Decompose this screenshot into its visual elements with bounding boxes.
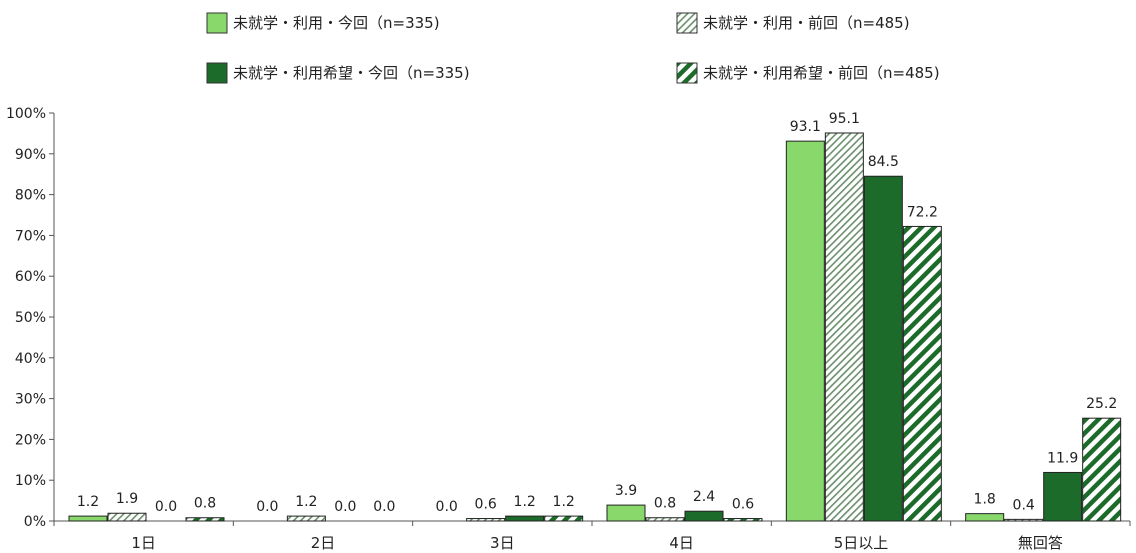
bar xyxy=(645,517,685,522)
axes: 0% 10% 20% 30% 40% 50% 60% 70% 80% 90% 100% 1日 2日 3日 4… xyxy=(6,106,1131,552)
data-label: 1.9 xyxy=(116,491,138,507)
data-label: 0.0 xyxy=(373,499,395,515)
y-tick-label: 10% xyxy=(15,473,46,489)
data-label: 0.6 xyxy=(475,497,497,513)
y-tick-label: 50% xyxy=(15,310,46,326)
bar xyxy=(684,510,724,522)
x-category-label: 4日 xyxy=(669,534,694,552)
x-category-label: 3日 xyxy=(490,534,515,552)
bar xyxy=(286,515,326,522)
legend-swatch-2 xyxy=(676,12,698,34)
x-category-label: 2日 xyxy=(311,534,336,552)
legend-label-4: 未就学・利用希望・前回（n=485) xyxy=(703,64,940,82)
y-tick-label: 70% xyxy=(15,228,46,244)
data-label: 1.2 xyxy=(295,494,317,510)
data-label: 0.0 xyxy=(256,499,278,515)
bar xyxy=(466,518,506,522)
data-label: 1.2 xyxy=(553,494,575,510)
data-label: 0.4 xyxy=(1013,497,1035,513)
bar xyxy=(505,515,545,522)
data-label: 3.9 xyxy=(615,483,637,499)
bar xyxy=(1004,518,1044,522)
x-category-label: 1日 xyxy=(131,534,156,552)
y-tick-label: 100% xyxy=(6,106,46,122)
bar xyxy=(544,515,584,522)
y-tick-label: 80% xyxy=(15,188,46,204)
data-label: 0.0 xyxy=(436,499,458,515)
y-tick-label: 60% xyxy=(15,269,46,285)
bar xyxy=(1043,471,1083,522)
data-label: 0.0 xyxy=(334,499,356,515)
bar xyxy=(723,518,763,522)
data-labels: 1.2 1.9 0.0 0.8 0.0 1.2 0.0 0.0 0.0 0.6 1.2 1.2 3.9 0… xyxy=(77,111,1117,515)
y-tick-label: 40% xyxy=(15,351,46,367)
data-label: 1.2 xyxy=(514,494,536,510)
legend-swatch-1 xyxy=(206,12,228,34)
bar xyxy=(863,175,903,522)
bar xyxy=(965,513,1005,522)
y-tick-label: 0% xyxy=(24,514,46,530)
data-label: 95.1 xyxy=(829,111,860,127)
data-label: 1.8 xyxy=(974,492,996,508)
data-label: 2.4 xyxy=(693,489,715,505)
x-category-label: 5日以上 xyxy=(834,534,889,552)
bar xyxy=(824,132,864,522)
data-label: 11.9 xyxy=(1047,450,1078,466)
y-tick-label: 20% xyxy=(15,432,46,448)
bar xyxy=(902,225,942,522)
data-label: 0.0 xyxy=(155,499,177,515)
data-label: 93.1 xyxy=(790,119,821,135)
data-label: 25.2 xyxy=(1086,396,1117,412)
legend-swatch-4 xyxy=(676,62,698,84)
legend: 未就学・利用・今回（n=335) 未就学・利用・前回（n=485) 未就学・利用希望… xyxy=(206,12,940,84)
legend-label-1: 未就学・利用・今回（n=335) xyxy=(233,14,440,32)
data-label: 72.2 xyxy=(907,204,938,220)
bar xyxy=(107,512,147,522)
data-label: 0.6 xyxy=(732,497,754,513)
bar xyxy=(68,515,108,522)
legend-label-3: 未就学・利用希望・今回（n=335) xyxy=(233,64,470,82)
data-label: 0.8 xyxy=(194,496,216,512)
bars xyxy=(68,132,1122,522)
bar xyxy=(1082,417,1122,522)
x-category-label: 無回答 xyxy=(1018,534,1063,552)
legend-label-2: 未就学・利用・前回（n=485) xyxy=(703,14,910,32)
bar xyxy=(785,140,825,522)
bar xyxy=(185,517,225,522)
legend-swatch-3 xyxy=(206,62,228,84)
data-label: 1.2 xyxy=(77,494,99,510)
bar xyxy=(606,504,646,522)
y-tick-label: 90% xyxy=(15,147,46,163)
y-tick-label: 30% xyxy=(15,392,46,408)
data-label: 84.5 xyxy=(868,154,899,170)
data-label: 0.8 xyxy=(654,496,676,512)
